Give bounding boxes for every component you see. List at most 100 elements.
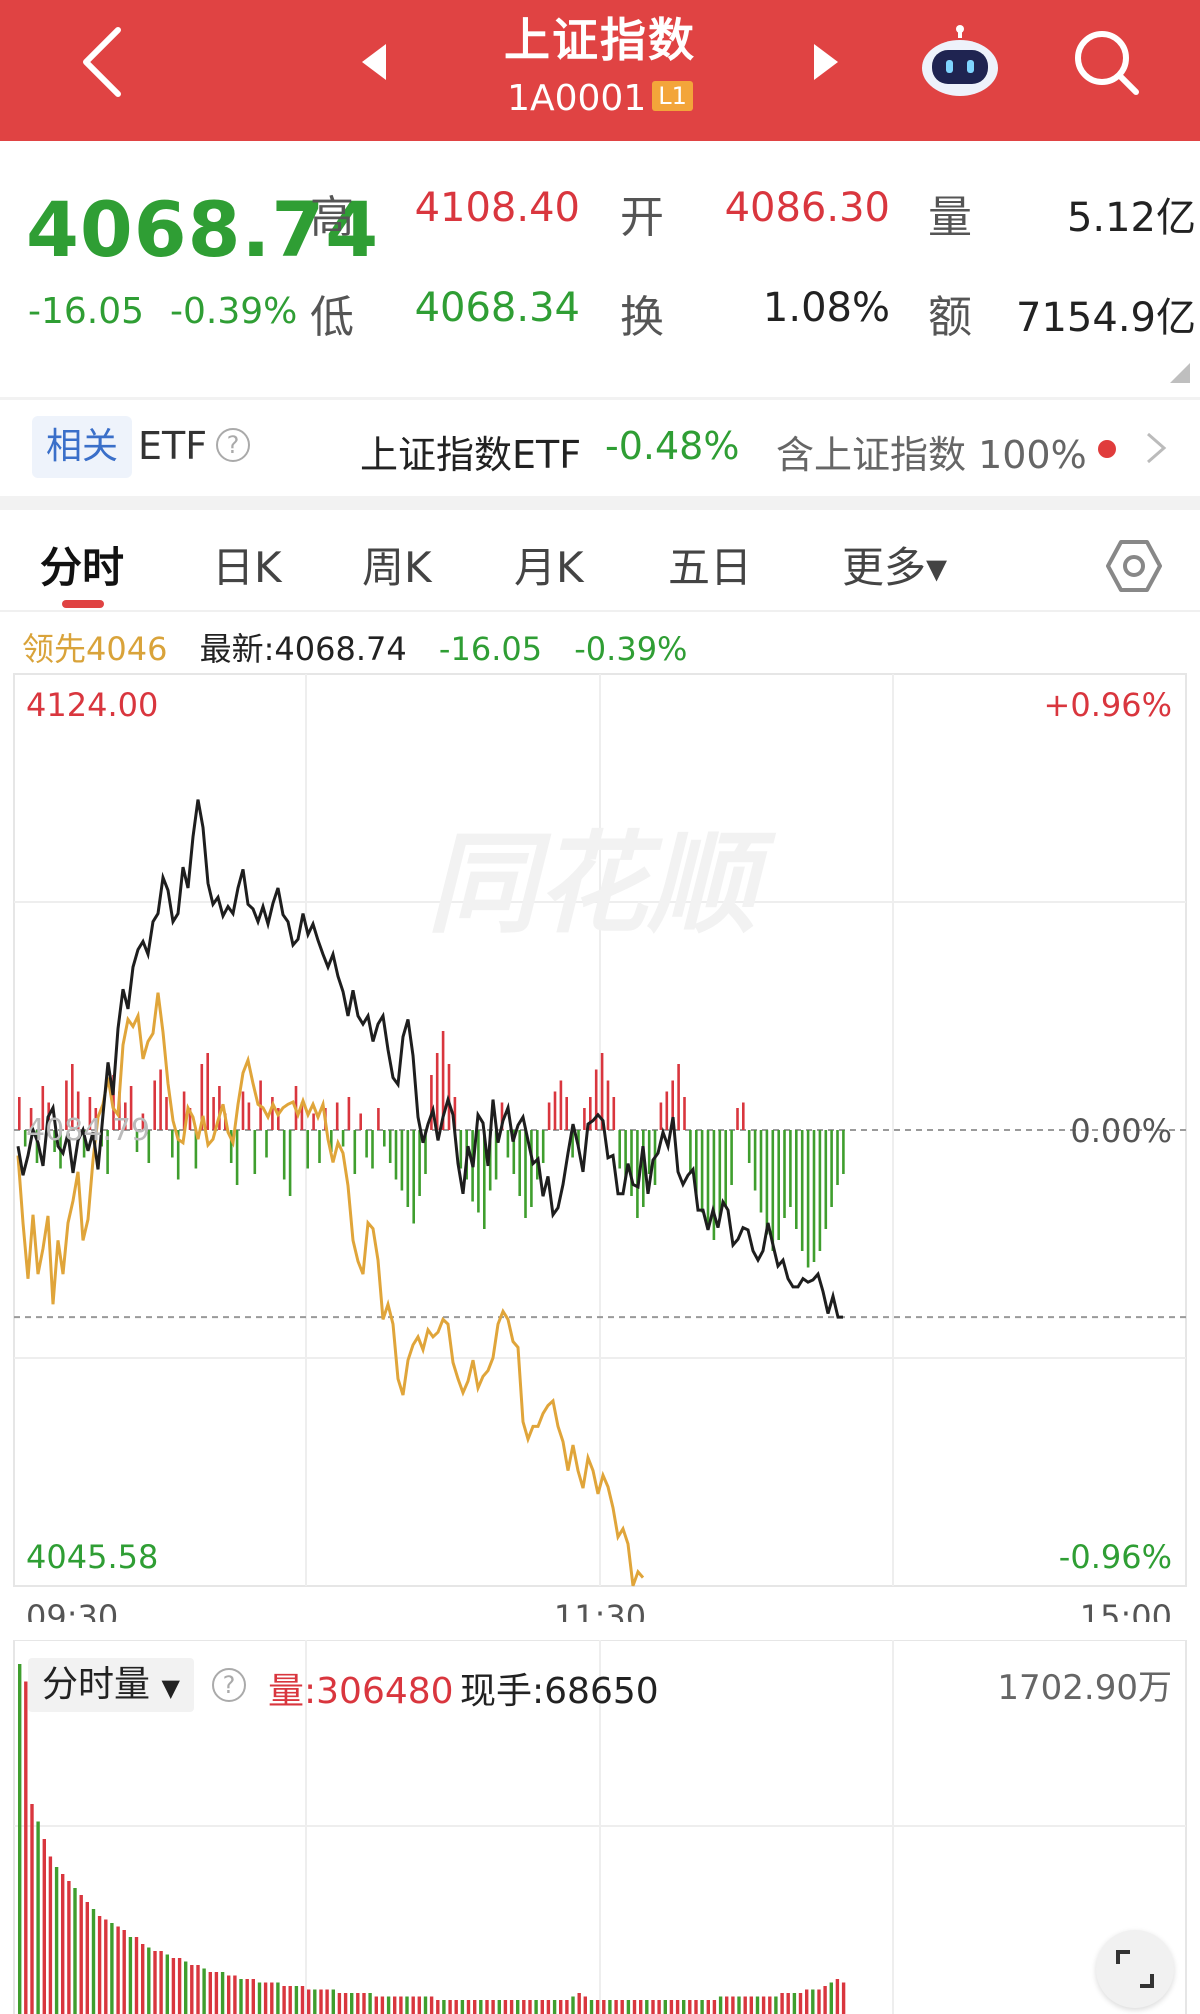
sentiment-bar bbox=[612, 1097, 616, 1130]
volume-bar bbox=[141, 1944, 145, 2014]
volume-bar bbox=[208, 1972, 212, 2014]
notification-dot bbox=[1098, 440, 1116, 458]
volume-bar bbox=[245, 1979, 249, 2014]
intraday-chart[interactable]: 同花顺 4124.00 +0.96% 0.00% 4084.79 4045.58… bbox=[0, 672, 1200, 1622]
sentiment-bar bbox=[488, 1130, 492, 1191]
volume-bar bbox=[595, 2000, 600, 2014]
sentiment-bar bbox=[812, 1130, 816, 1262]
tab-daily-k[interactable]: 日K bbox=[212, 543, 282, 592]
volume-panel: 分时量 ▼ ? 量:306480 现手:68650 1702.90万 bbox=[0, 1640, 1200, 2014]
volume-bar bbox=[165, 1954, 169, 2014]
help-icon[interactable]: ? bbox=[216, 428, 250, 462]
volume-bar bbox=[356, 1993, 360, 2014]
volume-bar bbox=[429, 1996, 434, 2014]
volume-bar bbox=[73, 1888, 77, 2014]
volume-bar bbox=[829, 1982, 833, 2014]
volume-bar bbox=[24, 1681, 28, 2014]
volume-bar bbox=[669, 2000, 674, 2014]
sentiment-bar bbox=[365, 1130, 368, 1158]
volume-bar bbox=[417, 1996, 421, 2014]
chevron-right-icon[interactable] bbox=[1136, 428, 1176, 468]
sentiment-bar bbox=[218, 1086, 221, 1130]
robot-assistant-icon[interactable] bbox=[918, 24, 1002, 100]
volume-bar bbox=[608, 2000, 612, 2014]
volume-bar bbox=[718, 1996, 723, 2014]
sentiment-bar bbox=[477, 1130, 480, 1213]
volume-bar bbox=[220, 1972, 225, 2014]
sentiment-bar bbox=[182, 1091, 186, 1130]
volume-bar bbox=[552, 2000, 557, 2014]
sentiment-bar bbox=[777, 1130, 780, 1240]
sentiment-bar bbox=[430, 1075, 433, 1130]
volume-bar bbox=[460, 2000, 465, 2014]
sentiment-bar bbox=[765, 1130, 769, 1235]
sentiment-bar bbox=[400, 1130, 404, 1191]
sentiment-bar bbox=[494, 1130, 498, 1180]
volume-help-icon[interactable]: ? bbox=[212, 1668, 246, 1702]
volume-bar bbox=[282, 1986, 286, 2014]
y-top-label: 4124.00 bbox=[26, 686, 158, 724]
tab-weekly-k[interactable]: 周K bbox=[362, 543, 432, 592]
sentiment-bar bbox=[406, 1130, 410, 1207]
volume-bar bbox=[36, 1821, 40, 2014]
volume-bar bbox=[823, 1986, 827, 2014]
tab-five-day[interactable]: 五日 bbox=[668, 543, 753, 592]
volume-bar bbox=[374, 1996, 378, 2014]
volume-bar bbox=[270, 1982, 274, 2014]
volume-bar bbox=[48, 1856, 53, 2014]
sentiment-bar bbox=[800, 1130, 804, 1251]
back-arrow-icon[interactable] bbox=[72, 22, 132, 102]
sentiment-bar bbox=[559, 1080, 563, 1130]
pct-zero-label: 0.00% bbox=[1070, 1112, 1172, 1150]
volume-bar bbox=[731, 1996, 735, 2014]
volume-bar bbox=[639, 2000, 643, 2014]
settings-hexagon-icon[interactable] bbox=[1106, 538, 1162, 594]
volume-bar bbox=[177, 1958, 182, 2014]
sentiment-bar bbox=[783, 1130, 786, 1218]
high-label: 高 bbox=[310, 192, 354, 243]
volume-bar bbox=[239, 1979, 243, 2014]
low-value: 4068.34 bbox=[414, 285, 580, 331]
prev-triangle-icon[interactable] bbox=[360, 42, 390, 82]
related-tag: 相关 bbox=[32, 416, 133, 478]
tab-more[interactable]: 更多▾ bbox=[842, 543, 948, 592]
volume-bar bbox=[706, 2000, 710, 2014]
volume-bar bbox=[393, 1996, 397, 2014]
volume-label: 量 bbox=[928, 192, 972, 243]
fullscreen-icon[interactable] bbox=[1096, 1930, 1174, 2008]
tab-monthly-k[interactable]: 月K bbox=[514, 543, 584, 592]
sentiment-bar bbox=[806, 1130, 810, 1268]
related-etf-row[interactable]: 相关 ETF ? 上证指数ETF -0.48% 含上证指数 100% bbox=[0, 400, 1200, 496]
sentiment-bar bbox=[594, 1069, 598, 1130]
volume-bar bbox=[565, 2000, 569, 2014]
sentiment-bar bbox=[41, 1086, 45, 1130]
sentiment-bar bbox=[830, 1130, 833, 1207]
sentiment-bar bbox=[565, 1097, 568, 1130]
dropdown-caret-icon: ▼ bbox=[161, 1674, 180, 1702]
sentiment-bar bbox=[553, 1091, 557, 1130]
volume-selector[interactable]: 分时量 ▼ bbox=[28, 1658, 194, 1712]
volume-bar bbox=[79, 1895, 83, 2014]
search-icon[interactable] bbox=[1072, 28, 1142, 98]
volume-bar bbox=[448, 2000, 452, 2014]
volume-bar bbox=[405, 1996, 409, 2014]
sentiment-bar bbox=[659, 1102, 663, 1130]
sentiment-bar bbox=[394, 1130, 398, 1180]
chart-legend: 领先4046 最新:4068.74 -16.05 -0.39% bbox=[22, 624, 709, 670]
sentiment-bar bbox=[165, 1097, 168, 1130]
volume-bar bbox=[657, 2000, 661, 2014]
expand-corner-icon[interactable] bbox=[1170, 363, 1190, 383]
next-triangle-icon[interactable] bbox=[810, 42, 840, 82]
sentiment-bars bbox=[18, 1031, 845, 1268]
sentiment-bar bbox=[583, 1108, 586, 1130]
volume-bar bbox=[294, 1986, 299, 2014]
volume-bar bbox=[368, 1993, 372, 2014]
volume-bar bbox=[436, 2000, 440, 2014]
volume-bar bbox=[589, 2000, 594, 2014]
sentiment-bar bbox=[453, 1097, 457, 1130]
volume-bar bbox=[817, 1989, 821, 2014]
volume-bar bbox=[534, 2000, 538, 2014]
tab-intraday[interactable]: 分时 bbox=[40, 543, 125, 592]
volume-bar bbox=[91, 1909, 96, 2014]
sentiment-bar bbox=[188, 1108, 192, 1130]
